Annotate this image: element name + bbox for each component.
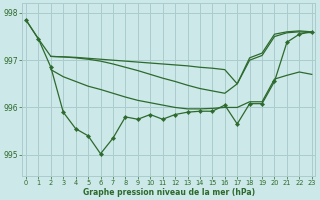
X-axis label: Graphe pression niveau de la mer (hPa): Graphe pression niveau de la mer (hPa) bbox=[83, 188, 255, 197]
